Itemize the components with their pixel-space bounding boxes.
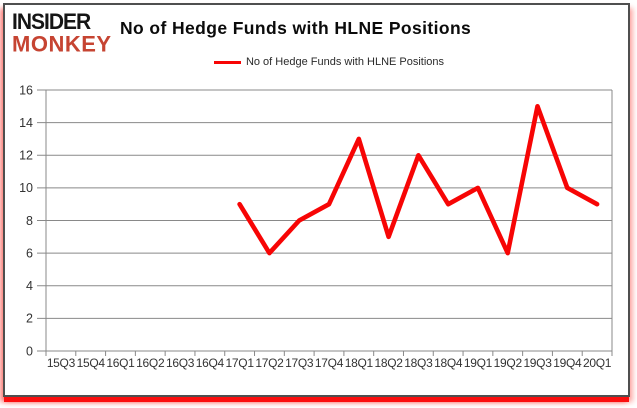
y-axis-tick-label: 16 <box>19 83 33 97</box>
legend: No of Hedge Funds with HLNE Positions <box>46 54 612 70</box>
y-axis-tick-label: 2 <box>26 312 33 326</box>
x-axis-tick-label: 17Q3 <box>285 356 314 370</box>
x-axis-tick-label: 16Q2 <box>136 356 165 370</box>
x-axis-tick-label: 16Q4 <box>196 356 225 370</box>
x-axis-tick-label: 19Q2 <box>494 356 523 370</box>
x-axis-tick-label: 18Q3 <box>404 356 433 370</box>
x-axis-tick-label: 17Q2 <box>255 356 284 370</box>
x-axis-tick-label: 16Q1 <box>106 356 135 370</box>
y-axis-tick-label: 8 <box>26 214 33 228</box>
x-axis-tick-label: 15Q4 <box>77 356 106 370</box>
y-axis-tick-label: 4 <box>26 279 33 293</box>
insider-monkey-logo: INSIDER MONKEY <box>12 11 112 55</box>
x-axis-tick-label: 18Q4 <box>434 356 463 370</box>
legend-line-swatch <box>213 60 241 64</box>
x-axis-tick-label: 16Q3 <box>166 356 195 370</box>
x-axis-tick-label: 18Q2 <box>375 356 404 370</box>
x-axis-tick-label: 19Q3 <box>523 356 552 370</box>
y-axis-tick-label: 14 <box>19 116 33 130</box>
series-line <box>237 104 600 256</box>
y-axis-tick-label: 6 <box>26 246 33 260</box>
x-axis-tick-label: 17Q1 <box>226 356 255 370</box>
chart-title: No of Hedge Funds with HLNE Positions <box>120 18 472 38</box>
x-axis-tick-label: 20Q1 <box>583 356 612 370</box>
y-axis-tick-label: 0 <box>26 344 33 358</box>
legend-label: No of Hedge Funds with HLNE Positions <box>245 56 445 68</box>
y-axis-tick-label: 10 <box>19 181 33 195</box>
x-axis-tick-label: 19Q1 <box>464 356 493 370</box>
logo-text-insider: INSIDER <box>12 9 91 35</box>
chart-window: INSIDER MONKEY No of Hedge Funds with HL… <box>3 3 630 397</box>
y-axis-tick-label: 12 <box>19 149 33 163</box>
logo-text-monkey: MONKEY <box>12 30 112 57</box>
x-axis-tick-label: 18Q1 <box>345 356 374 370</box>
x-axis-tick-label: 17Q4 <box>315 356 344 370</box>
x-axis-tick-label: 15Q3 <box>47 356 76 370</box>
x-axis-tick-label: 19Q4 <box>553 356 582 370</box>
